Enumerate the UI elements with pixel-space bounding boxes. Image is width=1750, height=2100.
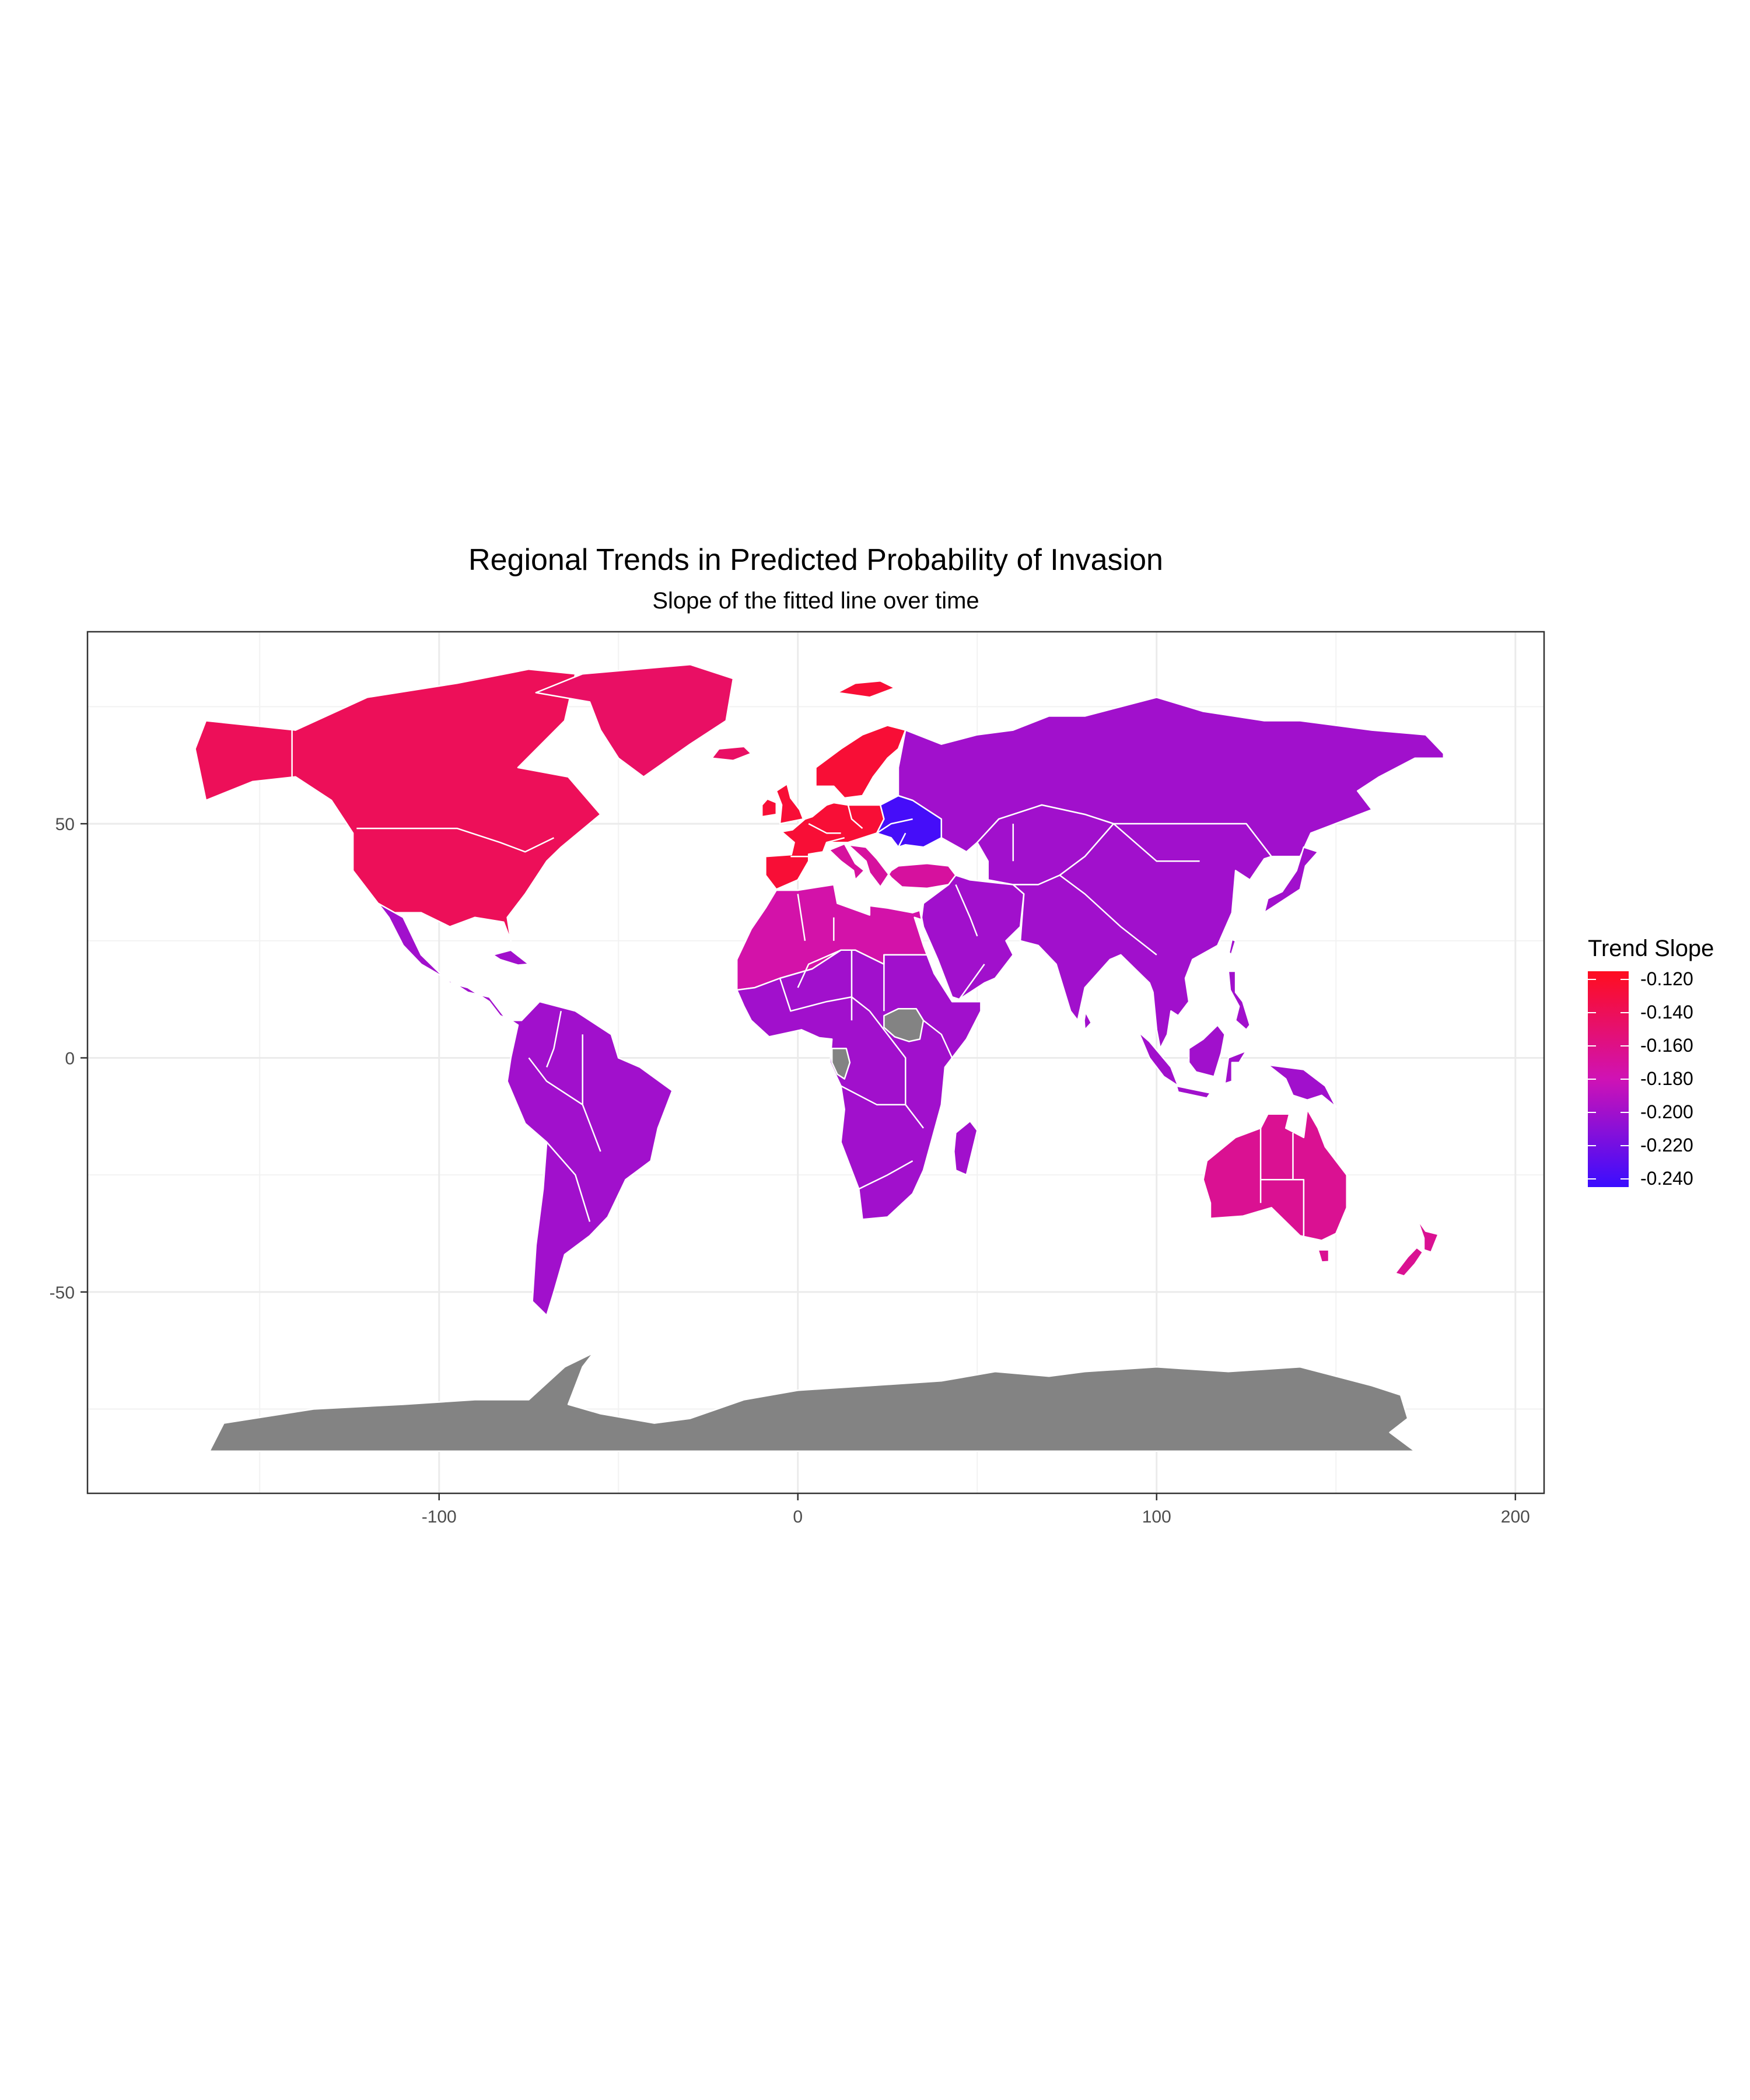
- country-border: [869, 1010, 907, 1105]
- country-border: [923, 1020, 953, 1059]
- country-border: [1293, 1178, 1305, 1236]
- x-tick-label: 200: [1501, 1507, 1530, 1527]
- tasmania-shape: [1317, 1249, 1330, 1263]
- legend-tick: [1620, 1045, 1629, 1047]
- country-border: [876, 818, 913, 834]
- madagascar-shape: [953, 1120, 978, 1176]
- country-border: [841, 1085, 924, 1129]
- cuba-shape: [492, 949, 530, 966]
- philippines-shape: [1227, 970, 1251, 1031]
- legend-label: -0.120: [1640, 968, 1693, 990]
- legend-tick: [1588, 979, 1596, 981]
- country-border: [1113, 823, 1200, 862]
- sulawesi-shape: [1224, 1050, 1247, 1084]
- british-isles-shape: [775, 783, 804, 825]
- legend-label: -0.180: [1640, 1068, 1693, 1089]
- country-border: [826, 836, 845, 844]
- x-tick-label: 0: [793, 1507, 803, 1527]
- legend-label: -0.240: [1640, 1167, 1693, 1189]
- legend-label: -0.140: [1640, 1002, 1693, 1023]
- legend-tick: [1588, 1111, 1596, 1113]
- country-border: [897, 832, 907, 848]
- legend-tick: [1588, 1045, 1596, 1047]
- legend-title: Trend Slope: [1588, 936, 1714, 961]
- ireland-shape: [761, 798, 778, 818]
- legend-tick: [1588, 1012, 1596, 1014]
- country-border: [958, 964, 985, 1000]
- y-tick-label: 50: [55, 815, 75, 834]
- plot-panel-border: [86, 631, 1545, 1494]
- new-zealand-south-shape: [1394, 1247, 1424, 1277]
- iceland-shape: [710, 746, 752, 761]
- new-zealand-north-shape: [1416, 1219, 1439, 1253]
- legend-tick: [1620, 1178, 1629, 1180]
- legend-tick: [1620, 1144, 1629, 1146]
- svalbard-shape: [836, 680, 896, 698]
- legend-tick: [1588, 1144, 1596, 1146]
- taiwan-shape: [1228, 939, 1237, 956]
- central-africa-nodata-shape: [831, 1048, 851, 1080]
- country-border: [1059, 874, 1157, 956]
- java-shape: [1175, 1085, 1212, 1099]
- italy-shape: [824, 843, 865, 881]
- country-border: [546, 1142, 591, 1222]
- north-america-shape: [194, 668, 601, 942]
- country-border: [847, 804, 863, 830]
- new-guinea-shape: [1267, 1064, 1337, 1108]
- legend-tick: [1588, 1178, 1596, 1180]
- legend-tick: [1620, 1012, 1629, 1014]
- greenland-shape: [535, 663, 734, 778]
- legend-tick: [1588, 1079, 1596, 1080]
- chart-title: Regional Trends in Predicted Probability…: [468, 543, 1163, 577]
- east-africa-nodata-shape: [883, 1007, 925, 1042]
- chart-subtitle: Slope of the fitted line over time: [652, 588, 979, 614]
- country-border: [797, 894, 806, 941]
- y-tick-label: 0: [65, 1049, 75, 1068]
- axes: -100 0 100 200 50 0 -50: [50, 815, 1530, 1527]
- borneo-shape: [1188, 1024, 1226, 1077]
- country-border: [474, 978, 497, 1003]
- sri-lanka-shape: [1083, 1011, 1093, 1031]
- country-border: [779, 978, 870, 1012]
- borders-layer: [291, 730, 1305, 1236]
- legend-tick: [1620, 979, 1629, 981]
- country-border: [955, 884, 978, 937]
- legend-label: -0.160: [1640, 1035, 1693, 1056]
- antarctica-shape: [208, 1352, 1416, 1452]
- country-border: [797, 949, 842, 988]
- country-border: [356, 827, 555, 853]
- legend-label: -0.200: [1640, 1101, 1693, 1122]
- scandinavia-shape: [815, 724, 907, 799]
- country-border: [808, 822, 841, 834]
- australia-shape: [1202, 1108, 1348, 1241]
- east-south-asia-shape: [1012, 822, 1272, 1049]
- country-border: [858, 1160, 914, 1190]
- country-border: [1261, 1132, 1294, 1181]
- middle-east-shape: [921, 874, 1025, 1000]
- x-tick-label: -100: [422, 1507, 457, 1527]
- legend-label: -0.220: [1640, 1134, 1693, 1156]
- countries-layer: [194, 663, 1445, 1452]
- legend-tick: [1620, 1079, 1629, 1080]
- y-tick-label: -50: [50, 1283, 75, 1303]
- latin-america-shape: [377, 902, 673, 1317]
- legend-tick: [1620, 1111, 1629, 1113]
- japan-shape: [1264, 846, 1319, 914]
- country-border: [546, 1010, 562, 1068]
- x-tick-label: 100: [1142, 1507, 1171, 1527]
- country-border: [528, 1057, 583, 1105]
